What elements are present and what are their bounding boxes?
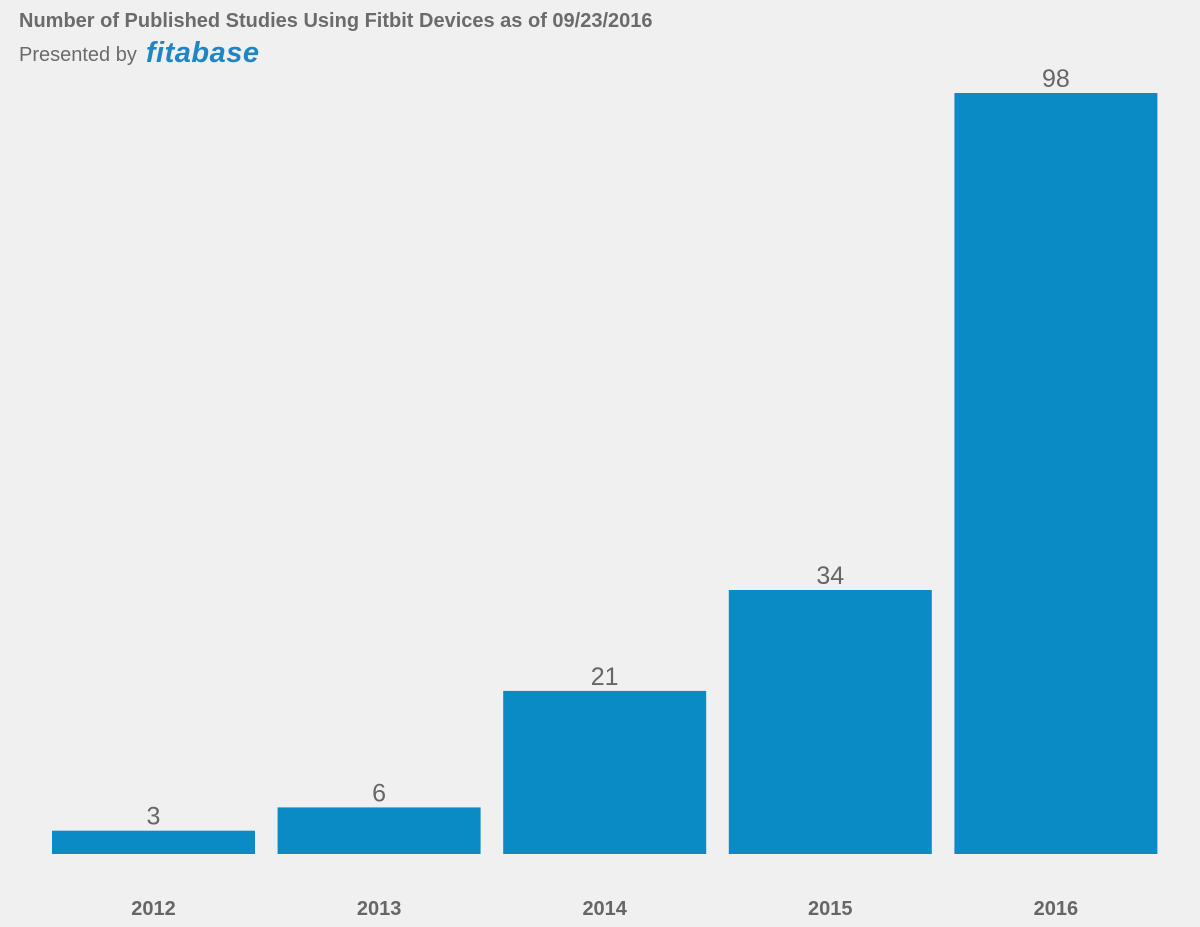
x-tick-label-2016: 2016 [1034, 898, 1079, 920]
presented-by-text: Presented by [19, 43, 137, 66]
x-tick-label-2015: 2015 [808, 898, 853, 920]
bar-2012 [52, 830, 255, 854]
bar-2015 [728, 590, 932, 854]
bars-group [52, 93, 1158, 854]
value-label-2016: 98 [1042, 65, 1070, 93]
x-tick-labels-group: 2012 2013 2014 2015 2016 [131, 898, 1078, 920]
value-labels-group: 3 6 21 34 98 [147, 65, 1070, 831]
bar-2016 [954, 93, 1158, 854]
value-label-2014: 21 [591, 663, 619, 691]
chart-subtitle: Presented by fitabase [19, 36, 260, 72]
fitabase-logo: fitabase [145, 36, 260, 69]
x-tick-label-2014: 2014 [582, 898, 627, 920]
value-label-2013: 6 [372, 779, 386, 807]
x-tick-label-2012: 2012 [131, 898, 176, 920]
x-tick-label-2013: 2013 [357, 898, 402, 920]
chart-title: Number of Published Studies Using Fitbit… [19, 10, 653, 32]
bar-2014 [503, 690, 707, 854]
value-label-2012: 3 [147, 803, 161, 831]
bar-2013 [277, 807, 481, 854]
value-label-2015: 34 [816, 562, 844, 590]
